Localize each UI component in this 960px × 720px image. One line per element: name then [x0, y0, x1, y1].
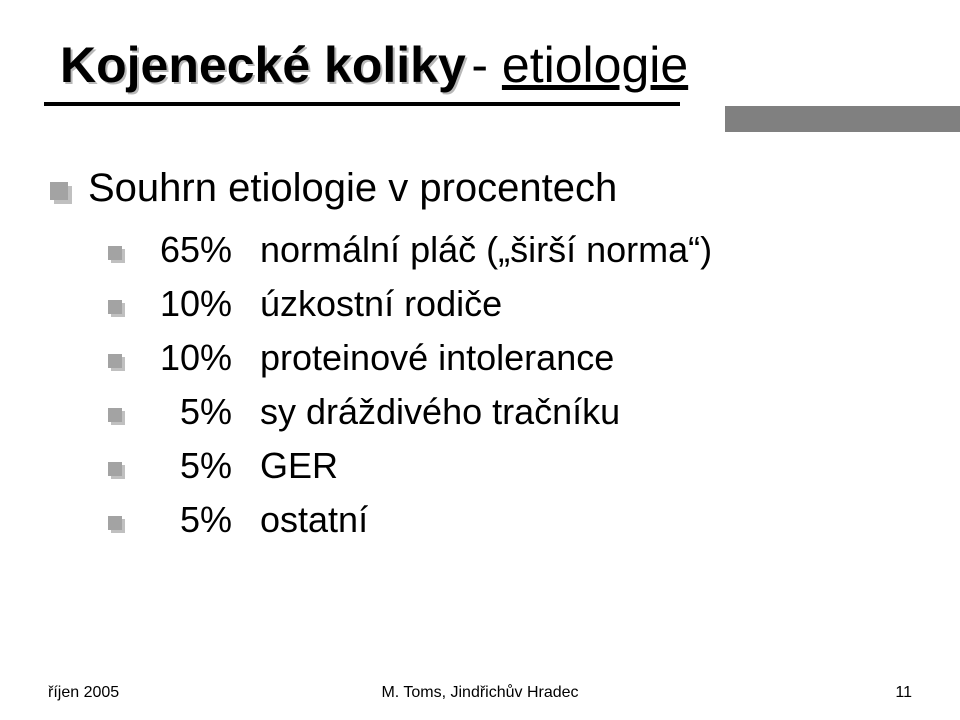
square-bullet-icon	[108, 408, 126, 426]
list-item: 10% úzkostní rodiče	[108, 283, 910, 325]
list-item: 10% proteinové intolerance	[108, 337, 910, 379]
item-desc: sy dráždivého tračníku	[260, 391, 910, 433]
item-percent: 5%	[140, 499, 260, 541]
slide: Kojenecké koliky - etiologie Souhrn etio…	[0, 0, 960, 720]
list-item: 65% normální pláč („širší norma“)	[108, 229, 910, 271]
title-link: etiologie	[502, 37, 688, 93]
item-percent: 65%	[140, 229, 260, 271]
list-item: 5% GER	[108, 445, 910, 487]
footer: říjen 2005 M. Toms, Jindřichův Hradec 11	[0, 684, 960, 702]
footer-date: říjen 2005	[0, 684, 336, 702]
square-bullet-icon	[50, 182, 72, 204]
item-desc: úzkostní rodiče	[260, 283, 910, 325]
item-desc: proteinové intolerance	[260, 337, 910, 379]
item-desc: ostatní	[260, 499, 910, 541]
summary-heading-row: Souhrn etiologie v procentech	[50, 166, 910, 211]
square-bullet-icon	[108, 246, 126, 264]
title-rule-line	[44, 102, 680, 106]
percent-list: 65% normální pláč („širší norma“) 10% úz…	[108, 229, 910, 541]
title-rule-shadow	[725, 106, 960, 132]
title-rest: - etiologie	[471, 36, 688, 94]
square-bullet-icon	[108, 354, 126, 372]
slide-title: Kojenecké koliky - etiologie	[60, 36, 910, 94]
list-item: 5% sy dráždivého tračníku	[108, 391, 910, 433]
item-percent: 5%	[140, 445, 260, 487]
footer-page: 11	[624, 684, 960, 702]
footer-author: M. Toms, Jindřichův Hradec	[336, 684, 624, 702]
item-desc: GER	[260, 445, 910, 487]
item-percent: 10%	[140, 337, 260, 379]
title-separator: -	[471, 37, 502, 93]
square-bullet-icon	[108, 462, 126, 480]
item-percent: 5%	[140, 391, 260, 433]
list-item: 5% ostatní	[108, 499, 910, 541]
item-percent: 10%	[140, 283, 260, 325]
title-rule	[50, 102, 910, 130]
title-bold: Kojenecké koliky	[60, 36, 466, 94]
item-desc: normální pláč („širší norma“)	[260, 229, 910, 271]
content: Souhrn etiologie v procentech 65% normál…	[50, 166, 910, 541]
square-bullet-icon	[108, 300, 126, 318]
square-bullet-icon	[108, 516, 126, 534]
summary-heading: Souhrn etiologie v procentech	[88, 166, 617, 211]
